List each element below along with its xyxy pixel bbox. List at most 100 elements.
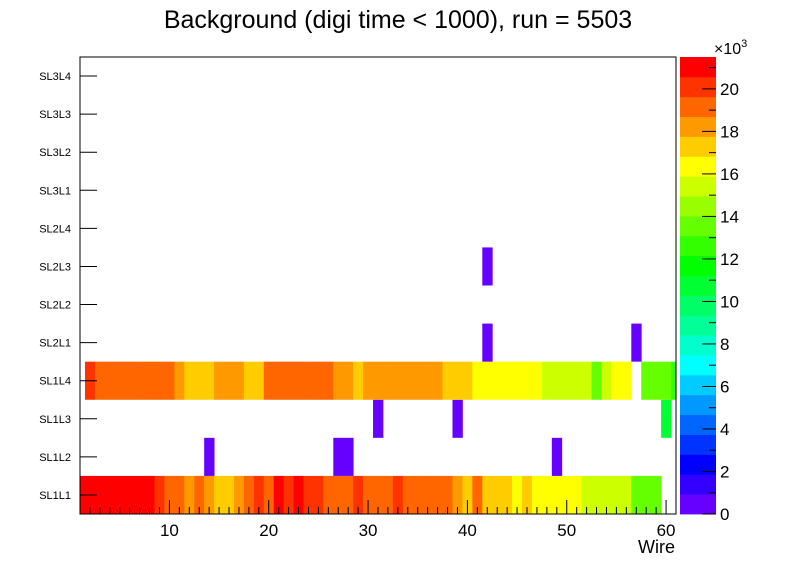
heatmap-cell <box>134 361 145 400</box>
colorbar-segment <box>680 116 716 137</box>
heatmap-cell <box>353 361 364 400</box>
heatmap-cell <box>204 361 215 400</box>
heatmap-cell <box>561 475 573 514</box>
heatmap-cell <box>144 361 155 400</box>
x-tick-label: 50 <box>557 521 576 540</box>
heatmap-cell <box>154 361 165 400</box>
heatmap-cell <box>671 361 677 400</box>
colorbar-segment <box>680 474 716 495</box>
heatmap-cell <box>293 361 304 400</box>
x-tick-label: 30 <box>359 521 378 540</box>
heatmap-cell <box>243 361 255 400</box>
heatmap-cell <box>402 361 414 400</box>
colorbar-segment <box>680 196 716 217</box>
heatmap-cell <box>641 361 652 400</box>
heatmap-cell <box>621 475 632 514</box>
heatmap-cell <box>373 361 384 400</box>
colorbar-segment <box>680 355 716 376</box>
heatmap-cell <box>422 361 434 400</box>
heatmap-cell <box>591 475 602 514</box>
colorbar-segment <box>680 315 716 336</box>
colorbar-segment <box>680 335 716 356</box>
heatmap-cell <box>323 361 334 400</box>
heatmap-cell <box>482 247 493 286</box>
heatmap-cell <box>253 475 265 514</box>
y-tick-label: SL1L3 <box>39 414 71 426</box>
heatmap-cell <box>124 475 136 514</box>
colorbar-segment <box>680 136 716 157</box>
heatmap-cell <box>353 475 364 514</box>
heatmap-cell <box>333 361 344 400</box>
heatmap-cell <box>164 361 175 400</box>
colorbar-tick-label: 12 <box>720 250 739 269</box>
heatmap-cell <box>462 361 473 400</box>
heatmap-cell <box>134 475 145 514</box>
colorbar-tick-label: 4 <box>720 420 729 439</box>
heatmap-cell <box>224 475 235 514</box>
y-tick-label: SL1L2 <box>39 452 71 464</box>
y-tick-label: SL1L4 <box>39 376 71 388</box>
heatmap-cell <box>253 361 265 400</box>
heatmap-cell <box>94 361 106 400</box>
heatmap-cell <box>114 475 126 514</box>
heatmap-cell <box>363 475 374 514</box>
colorbar-segment <box>680 454 716 475</box>
heatmap-cell <box>392 475 404 514</box>
heatmap-cell <box>442 475 453 514</box>
x-axis: 10 20 30 40 50 60 <box>79 500 677 540</box>
heatmap-cell <box>571 361 583 400</box>
heatmap-cell <box>184 475 195 514</box>
heatmap-cell <box>94 475 106 514</box>
colorbar-segment <box>680 394 716 416</box>
heatmap-cell <box>512 475 523 514</box>
heatmap-cell <box>472 361 483 400</box>
heatmap-cell <box>651 475 662 514</box>
x-tick-label: 60 <box>657 521 676 540</box>
heatmap-cell <box>313 475 324 514</box>
y-tick-label: SL2L4 <box>39 223 71 235</box>
heatmap-cell <box>402 475 414 514</box>
heatmap-cell <box>323 475 334 514</box>
heatmap-cell <box>233 361 245 400</box>
x-tick-label: 10 <box>160 521 179 540</box>
heatmap-cell <box>601 475 612 514</box>
heatmap-cell <box>184 361 195 400</box>
heatmap-cell <box>452 399 463 438</box>
heatmap-cell <box>154 475 165 514</box>
heatmap-cell <box>204 437 215 476</box>
heatmap-cell <box>263 475 275 514</box>
chart-title: Background (digi time < 1000), run = 550… <box>164 6 632 34</box>
heatmap-cell <box>412 475 424 514</box>
colorbar-segment <box>680 176 716 197</box>
heatmap-cell <box>373 475 384 514</box>
colorbar-tick-label: 20 <box>720 80 739 99</box>
heatmap-cell <box>442 361 453 400</box>
heatmap-cell <box>333 475 344 514</box>
heatmap-cell <box>263 361 275 400</box>
colorbar-segment <box>680 57 716 78</box>
heatmap-cell <box>392 361 404 400</box>
y-tick-label: SL3L1 <box>39 185 71 197</box>
heatmap-cell <box>283 475 294 514</box>
heatmap-cell <box>631 323 642 362</box>
heatmap-cell <box>482 475 493 514</box>
y-tick-label: SL1L1 <box>39 490 71 502</box>
heatmap-cell <box>303 361 314 400</box>
colorbar-segment <box>680 76 716 98</box>
y-axis: SL1L1 SL1L2 SL1L3 SL1L4 SL2L1 SL2L2 SL2L3 SL2L4… <box>39 71 97 502</box>
heatmap-cell <box>581 361 592 400</box>
heatmap-cell <box>631 475 642 514</box>
heatmap-cell <box>661 399 672 438</box>
y-tick-label: SL3L3 <box>39 109 71 121</box>
heatmap-cell <box>343 361 354 400</box>
heatmap-cell <box>551 361 563 400</box>
y-tick-label: SL3L4 <box>39 71 71 83</box>
heatmap-cell <box>452 475 463 514</box>
colorbar-segment <box>680 96 716 118</box>
heatmap-cell <box>144 475 155 514</box>
y-tick-label: SL2L1 <box>39 338 71 350</box>
heatmap-cell <box>522 361 533 400</box>
colorbar-segment <box>680 255 716 276</box>
heatmap-cell <box>601 361 612 400</box>
